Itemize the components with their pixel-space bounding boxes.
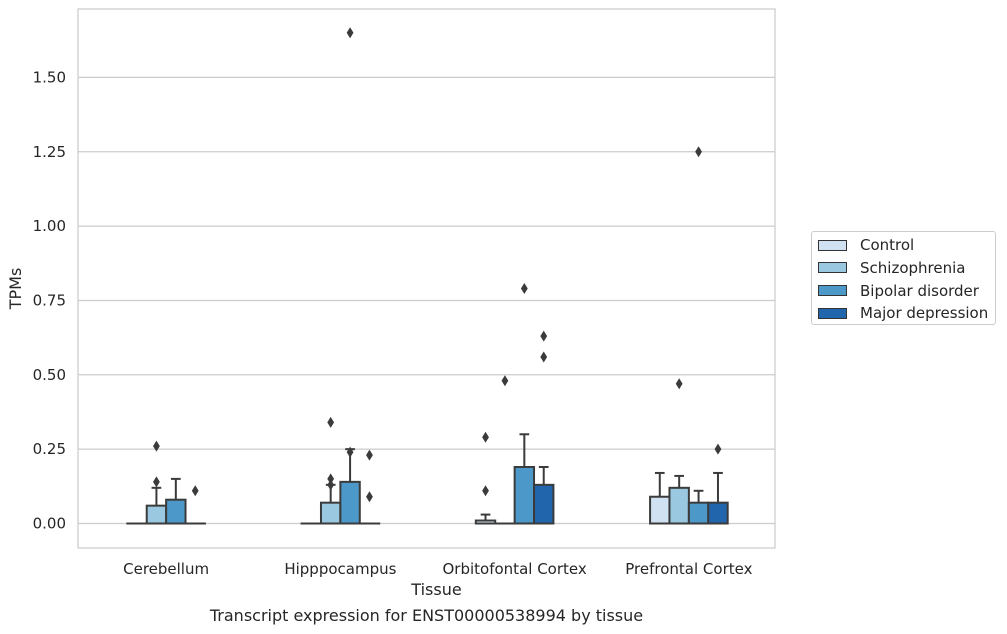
- box-bipolar-disorder: [339, 448, 361, 525]
- box-control: [649, 471, 671, 525]
- outlier-point: [366, 449, 373, 461]
- x-tick-labels: Cerebellum Hipppocampus Orbitofontal Corte…: [123, 560, 752, 578]
- outlier-point: [327, 416, 335, 428]
- box-body: [533, 483, 555, 525]
- outlier-point: [695, 146, 702, 158]
- box-groups: [126, 433, 729, 525]
- legend-label: Schizophrenia: [860, 258, 966, 277]
- x-axis-label: Tissue: [410, 580, 461, 599]
- outlier-point: [482, 485, 489, 497]
- legend-swatch: [818, 262, 847, 274]
- legend-item: Schizophrenia: [818, 258, 965, 278]
- box-bipolar-disorder: [165, 477, 187, 525]
- outlier-point: [520, 283, 528, 295]
- box-bipolar-disorder: [513, 433, 536, 525]
- legend-swatch: [818, 239, 847, 251]
- outlier-point: [153, 476, 160, 488]
- box-body: [513, 465, 536, 525]
- outlier-point: [153, 440, 160, 452]
- outlier-point: [191, 485, 199, 497]
- box-schizophrenia: [668, 474, 690, 525]
- outlier-point: [346, 27, 354, 39]
- outlier-point: [327, 473, 335, 485]
- box-body: [145, 504, 168, 525]
- outlier-point: [327, 479, 335, 491]
- plot-frame: [77, 8, 776, 549]
- box-schizophrenia: [145, 486, 168, 525]
- legend-item: Bipolar disorder: [818, 281, 979, 301]
- box-schizophrenia: [319, 483, 342, 525]
- outlier-point: [714, 443, 722, 455]
- legend-swatch: [818, 307, 847, 319]
- legend-label: Major depression: [860, 304, 989, 323]
- outlier-point: [540, 351, 548, 363]
- y-tick-label: 0.50: [33, 366, 66, 384]
- legend-label: Bipolar disorder: [860, 281, 979, 300]
- x-tick-label: Hipppocampus: [284, 560, 396, 578]
- y-tick-label: 1.25: [33, 143, 66, 161]
- box-body: [339, 480, 361, 525]
- outlier-point: [366, 491, 373, 503]
- legend-label: Control: [860, 236, 915, 254]
- box-body: [707, 501, 729, 525]
- box-major-depression: [533, 465, 555, 525]
- y-tick-label: 0.00: [33, 515, 66, 533]
- x-tick-label: Orbitofontal Cortex: [443, 560, 587, 578]
- y-tick-label: 1.50: [33, 68, 66, 86]
- y-tick-label: 1.00: [33, 217, 66, 235]
- legend-item: Major depression: [818, 303, 988, 323]
- box-body: [319, 501, 342, 525]
- box-body: [668, 486, 690, 525]
- grid-lines: [78, 76, 775, 525]
- x-tick-label: Cerebellum: [123, 560, 209, 578]
- outlier-point: [540, 330, 548, 342]
- box-body: [687, 501, 710, 525]
- y-tick-label: 0.25: [33, 440, 66, 458]
- box-major-depression: [707, 471, 729, 525]
- legend-item: Control: [818, 235, 914, 255]
- box-body: [649, 495, 671, 525]
- box-body: [165, 498, 187, 525]
- x-tick-label: Prefrontal Cortex: [625, 560, 752, 578]
- outlier-points: [153, 27, 722, 503]
- y-axis-label: TPMs: [6, 268, 25, 311]
- box-control: [474, 513, 497, 525]
- outlier-point: [501, 375, 509, 387]
- y-tick-label: 0.75: [33, 291, 66, 309]
- legend-swatch: [818, 285, 847, 297]
- chart-caption: Transcript expression for ENST0000053899…: [209, 606, 644, 625]
- legend: Control Schizophrenia Bipolar disorder Majo…: [811, 231, 996, 325]
- y-tick-labels: 0.00 0.25 0.50 0.75 1.00 1.25 1.50: [33, 68, 66, 532]
- outlier-point: [482, 431, 489, 443]
- outlier-point: [675, 378, 683, 390]
- box-bipolar-disorder: [687, 489, 710, 525]
- outlier-point: [346, 446, 354, 458]
